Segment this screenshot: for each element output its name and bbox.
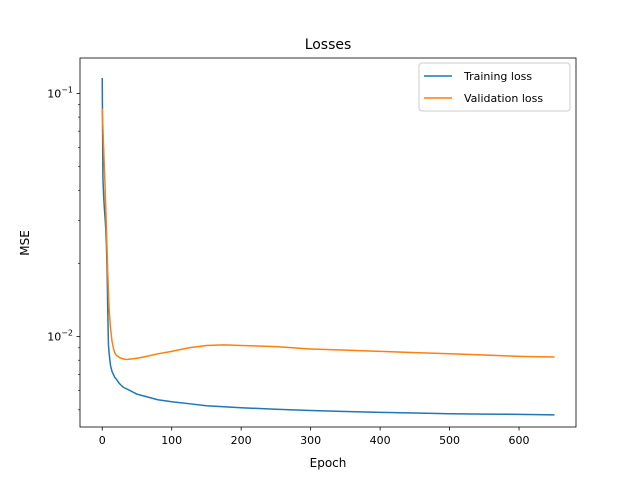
x-tick-label: 400: [370, 434, 391, 447]
y-tick-label: 10−2: [47, 329, 73, 344]
x-tick-label: 100: [161, 434, 182, 447]
x-tick-label: 500: [439, 434, 460, 447]
x-tick-label: 300: [300, 434, 321, 447]
x-tick-label: 600: [509, 434, 530, 447]
plot-area-frame: [79, 57, 577, 428]
tick-layer: 0 100 200 300 400 500 600 10−2 10−1: [47, 86, 529, 447]
chart-title: Losses: [305, 37, 352, 53]
series-line-validation-loss: [101, 108, 555, 361]
x-tick-label: 0: [99, 434, 106, 447]
series-layer: [101, 78, 555, 416]
legend-box: [418, 62, 571, 112]
x-tick-label: 200: [231, 434, 252, 447]
y-tick-label: 10−1: [47, 86, 73, 101]
legend: Training loss Validation loss: [418, 62, 571, 112]
y-axis-label: MSE: [18, 230, 32, 256]
legend-label-validation-loss: Validation loss: [464, 92, 543, 105]
x-axis-label: Epoch: [310, 456, 347, 470]
legend-label-training-loss: Training loss: [463, 70, 532, 83]
